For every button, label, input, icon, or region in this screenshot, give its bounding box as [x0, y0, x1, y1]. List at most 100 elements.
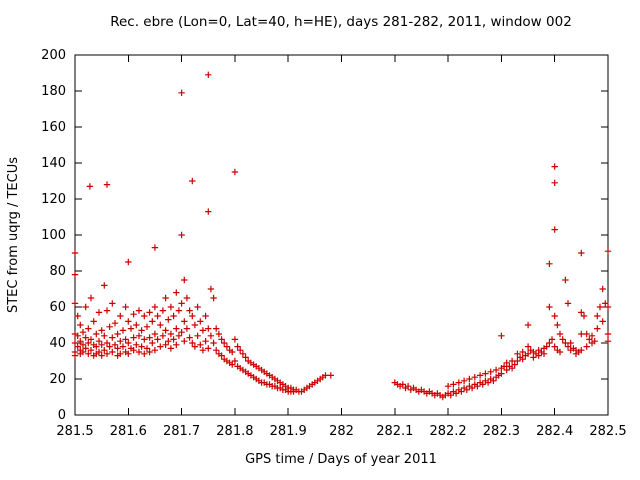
scatter-point — [125, 339, 132, 347]
scatter-point — [167, 345, 175, 352]
scatter-point — [487, 368, 494, 375]
scatter-point — [125, 350, 132, 357]
scatter-point — [578, 249, 585, 257]
scatter-point — [239, 350, 247, 357]
scatter-point — [162, 327, 169, 334]
y-tick-label: 20 — [49, 372, 66, 387]
scatter-point — [151, 330, 159, 338]
scatter-point — [205, 71, 212, 78]
scatter-point — [138, 343, 145, 350]
scatter-point — [167, 303, 175, 311]
scatter-point — [508, 365, 516, 372]
scatter-point — [178, 231, 185, 239]
scatter-point — [567, 339, 574, 347]
scatter-point — [178, 329, 185, 336]
scatter-point — [141, 312, 148, 320]
y-tick-label: 40 — [49, 336, 66, 351]
scatter-point — [548, 336, 556, 343]
scatter-point — [580, 312, 588, 320]
x-tick-label: 281.6 — [110, 424, 147, 439]
scatter-point — [191, 321, 199, 329]
scatter-point — [498, 370, 505, 377]
scatter-point — [197, 341, 204, 348]
scatter-point — [218, 352, 225, 359]
scatter-point — [130, 347, 137, 354]
scatter-point — [98, 327, 105, 334]
plot-border — [74, 54, 609, 416]
y-tick-label: 180 — [41, 84, 66, 99]
scatter-point — [559, 336, 566, 343]
scatter-point — [103, 181, 111, 188]
scatter-point — [484, 379, 492, 386]
scatter-point — [146, 309, 153, 316]
scatter-point — [535, 352, 542, 359]
scatter-point — [181, 338, 188, 345]
scatter-point — [530, 354, 537, 361]
x-tick-label: 281.9 — [270, 424, 307, 439]
scatter-point — [149, 318, 156, 325]
scatter-point — [514, 350, 521, 357]
scatter-point — [604, 303, 612, 311]
scatter-point — [199, 327, 207, 334]
scatter-point — [242, 354, 249, 361]
scatter-point — [205, 325, 212, 332]
scatter-point — [604, 338, 612, 345]
scatter-point — [178, 89, 185, 96]
scatter-point — [87, 336, 95, 343]
scatter-point — [231, 336, 239, 343]
scatter-point — [122, 336, 129, 343]
scatter-point — [546, 303, 553, 311]
scatter-point — [189, 312, 196, 320]
scatter-point — [109, 300, 116, 307]
scatter-point — [229, 361, 236, 368]
scatter-point — [82, 303, 89, 311]
scatter-point — [87, 347, 95, 354]
scatter-point — [125, 258, 132, 266]
scatter-point — [71, 300, 79, 307]
x-tick-label: 281.7 — [163, 424, 200, 439]
scatter-point — [186, 334, 193, 341]
scatter-point — [476, 372, 484, 379]
scatter-point — [85, 350, 92, 357]
scatter-point — [524, 321, 532, 329]
scatter-point — [551, 343, 558, 350]
scatter-point — [218, 336, 225, 343]
scatter-point — [122, 303, 129, 311]
scatter-point — [604, 248, 612, 255]
y-axis-label: STEC from uqrg / TECUs — [6, 157, 21, 313]
x-tick-label: 282.4 — [536, 424, 573, 439]
scatter-point — [519, 348, 526, 356]
scatter-point — [215, 330, 223, 338]
scatter-point — [207, 332, 215, 339]
scatter-point — [85, 325, 92, 332]
scatter-point — [143, 345, 151, 352]
y-tick-label: 60 — [49, 300, 66, 315]
scatter-point — [87, 294, 95, 302]
scatter-point — [189, 339, 196, 347]
scatter-point — [191, 343, 199, 350]
scatter-point — [546, 260, 553, 267]
scatter-point — [119, 343, 127, 350]
scatter-point — [479, 381, 486, 388]
scatter-point — [551, 226, 558, 233]
scatter-point — [586, 336, 593, 343]
y-tick-label: 200 — [41, 48, 66, 63]
scatter-point — [157, 321, 164, 329]
scatter-point — [599, 318, 606, 325]
scatter-point — [106, 323, 113, 330]
scatter-point — [82, 334, 89, 341]
scatter-point — [474, 383, 481, 390]
x-axis-label: GPS time / Days of year 2011 — [245, 452, 437, 467]
scatter-point — [162, 341, 169, 348]
scatter-point — [564, 343, 572, 350]
scatter-point — [79, 348, 87, 356]
scatter-point — [77, 338, 84, 345]
scatter-point — [101, 347, 108, 354]
scatter-point — [460, 377, 468, 384]
scatter-point — [138, 327, 145, 334]
scatter-point — [167, 330, 175, 338]
scatter-point — [602, 300, 609, 307]
scatter-point — [482, 370, 489, 377]
scatter-point — [95, 338, 103, 345]
scatter-point — [173, 341, 180, 348]
